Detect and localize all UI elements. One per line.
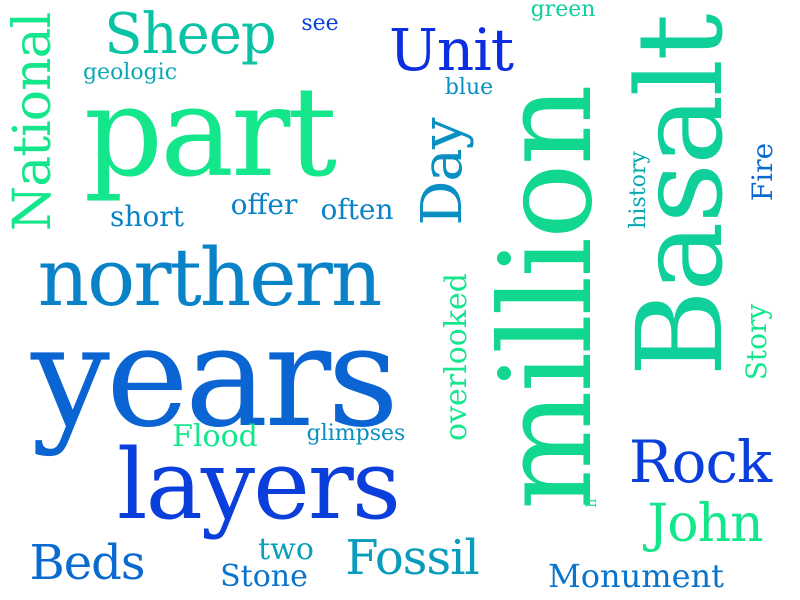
word-day: Day bbox=[410, 118, 475, 226]
word-flood: Flood bbox=[172, 419, 258, 454]
word-often: often bbox=[320, 193, 394, 226]
word-sheep: Sheep bbox=[104, 2, 277, 67]
word-unit: Unit bbox=[388, 16, 514, 84]
word-blue: blue bbox=[444, 75, 494, 100]
word-beds: Beds bbox=[29, 535, 145, 591]
word-glimpses: glimpses bbox=[306, 421, 406, 446]
word-john: John bbox=[647, 494, 763, 554]
word-overlooked: overlooked bbox=[439, 273, 474, 441]
word-story: Story bbox=[740, 303, 773, 381]
word-see: see bbox=[301, 11, 339, 36]
word-million: million bbox=[473, 86, 620, 510]
word-layers: layers bbox=[116, 429, 401, 541]
word-history: history bbox=[626, 151, 651, 229]
word-rock: Rock bbox=[628, 428, 772, 496]
word-two: two bbox=[258, 532, 314, 567]
word-short: short bbox=[110, 200, 184, 233]
word-part: part bbox=[83, 61, 337, 205]
word-national: National bbox=[3, 12, 63, 232]
word-ll: ll bbox=[584, 498, 600, 508]
word-offer: offer bbox=[230, 188, 298, 221]
word-monument: Monument bbox=[548, 557, 724, 595]
word-years: years bbox=[30, 296, 399, 459]
word-geologic: geologic bbox=[82, 60, 178, 85]
word-fire: Fire bbox=[746, 142, 779, 202]
word-northern: northern bbox=[37, 231, 383, 324]
word-fossil: Fossil bbox=[345, 530, 480, 586]
word-green: green bbox=[530, 0, 596, 22]
word-stone: Stone bbox=[220, 559, 308, 594]
